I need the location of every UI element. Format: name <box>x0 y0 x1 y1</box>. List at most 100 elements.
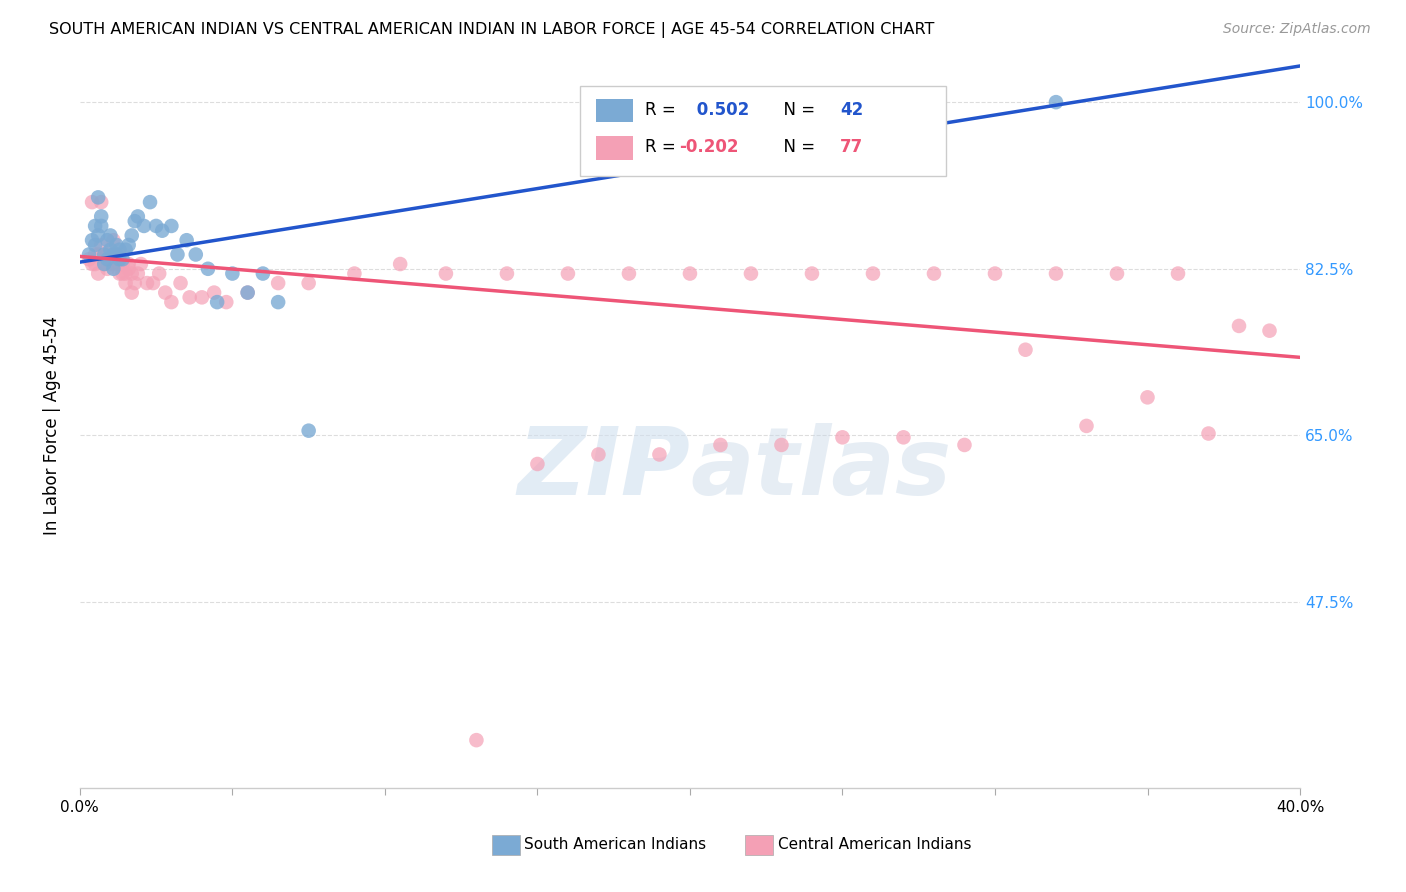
Point <box>205 295 228 310</box>
Point <box>87 190 110 204</box>
Text: 0.502: 0.502 <box>692 101 749 119</box>
Point <box>124 214 146 228</box>
Point <box>496 267 519 281</box>
Point <box>1045 95 1067 110</box>
Point <box>77 252 100 267</box>
Point <box>236 285 259 300</box>
Text: R =: R = <box>645 138 681 156</box>
Text: N =: N = <box>773 101 820 119</box>
Y-axis label: In Labor Force | Age 45-54: In Labor Force | Age 45-54 <box>44 317 60 535</box>
Point <box>1198 426 1220 441</box>
Point <box>136 276 159 290</box>
Point <box>298 276 321 290</box>
Point <box>127 210 149 224</box>
Point <box>953 438 976 452</box>
Point <box>103 247 125 261</box>
Point <box>176 233 198 247</box>
Point <box>108 257 131 271</box>
Point <box>127 267 149 281</box>
Point <box>105 247 128 261</box>
Point <box>105 238 128 252</box>
Point <box>155 285 177 300</box>
Text: 77: 77 <box>839 138 863 156</box>
Point <box>1227 318 1250 333</box>
Point <box>1045 267 1067 281</box>
Point <box>108 243 131 257</box>
Point <box>124 276 146 290</box>
Point <box>252 267 274 281</box>
Point <box>87 267 110 281</box>
Point <box>105 247 128 261</box>
Point <box>96 247 118 261</box>
Point <box>617 267 640 281</box>
Point <box>80 233 103 247</box>
Text: R =: R = <box>645 101 681 119</box>
Point <box>740 267 762 281</box>
Point <box>191 290 214 304</box>
Point <box>114 243 136 257</box>
Point <box>893 430 915 444</box>
Point <box>557 267 579 281</box>
Point <box>267 276 290 290</box>
Point <box>93 257 115 271</box>
Point <box>160 295 183 310</box>
Point <box>236 285 259 300</box>
Point <box>465 733 488 747</box>
Point <box>709 438 731 452</box>
Point <box>588 448 610 462</box>
Point <box>160 219 183 233</box>
Text: SOUTH AMERICAN INDIAN VS CENTRAL AMERICAN INDIAN IN LABOR FORCE | AGE 45-54 CORR: SOUTH AMERICAN INDIAN VS CENTRAL AMERICA… <box>49 22 935 38</box>
Point <box>984 267 1007 281</box>
Point <box>166 247 188 261</box>
Point <box>108 247 131 261</box>
Point <box>1076 418 1098 433</box>
Point <box>84 247 107 261</box>
Point <box>1136 390 1159 404</box>
Text: Source: ZipAtlas.com: Source: ZipAtlas.com <box>1223 22 1371 37</box>
Bar <box>596 136 633 160</box>
Point <box>1014 343 1036 357</box>
Point <box>150 224 173 238</box>
Text: 42: 42 <box>839 101 863 119</box>
Point <box>80 195 103 210</box>
Point <box>1167 267 1189 281</box>
Point <box>169 276 191 290</box>
Point <box>77 247 100 261</box>
Point <box>267 295 290 310</box>
Point <box>93 247 115 261</box>
Point <box>118 238 141 252</box>
Point <box>108 252 131 267</box>
FancyBboxPatch shape <box>581 86 946 177</box>
Point <box>96 261 118 276</box>
Point <box>831 430 853 444</box>
Point <box>80 257 103 271</box>
Point <box>103 247 125 261</box>
Bar <box>596 99 633 122</box>
Point <box>434 267 457 281</box>
Point <box>129 257 152 271</box>
Point <box>90 195 112 210</box>
Point <box>111 267 134 281</box>
Point <box>84 257 107 271</box>
Point <box>93 247 115 261</box>
Point <box>100 228 122 243</box>
Point <box>298 424 321 438</box>
Point <box>105 257 128 271</box>
Point <box>96 252 118 267</box>
Point <box>922 267 945 281</box>
Point <box>90 238 112 252</box>
Point <box>93 257 115 271</box>
Point <box>343 267 366 281</box>
Point <box>84 238 107 252</box>
Point <box>118 257 141 271</box>
Point <box>121 228 143 243</box>
Point <box>100 247 122 261</box>
Point <box>103 252 125 267</box>
Point <box>800 267 823 281</box>
Point <box>96 233 118 247</box>
Point <box>862 267 884 281</box>
Point <box>121 285 143 300</box>
Point <box>148 267 170 281</box>
Point <box>139 195 162 210</box>
Point <box>114 267 136 281</box>
